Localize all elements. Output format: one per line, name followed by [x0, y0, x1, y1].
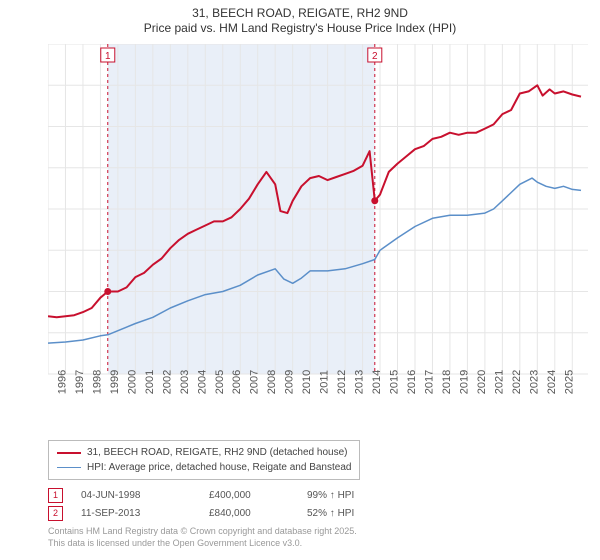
chart-area: £0£200K£400K£600K£800K£1M£1.2M£1.4M£1.6M…	[48, 44, 588, 404]
svg-text:2017: 2017	[423, 370, 435, 394]
svg-text:1995: 1995	[48, 370, 51, 394]
svg-text:2019: 2019	[458, 370, 470, 394]
svg-text:2009: 2009	[284, 370, 296, 394]
sales-table: 1 04-JUN-1998 £400,000 99% ↑ HPI 2 11-SE…	[48, 486, 397, 522]
svg-text:1: 1	[105, 51, 111, 62]
footnote: Contains HM Land Registry data © Crown c…	[48, 526, 357, 549]
chart-container: 31, BEECH ROAD, REIGATE, RH2 9ND Price p…	[0, 0, 600, 560]
legend-item-hpi: HPI: Average price, detached house, Reig…	[57, 460, 351, 475]
sale-price-1: £400,000	[209, 490, 289, 501]
svg-text:2001: 2001	[144, 370, 156, 394]
sale-price-2: £840,000	[209, 508, 289, 519]
svg-text:2013: 2013	[354, 370, 366, 394]
footnote-line1: Contains HM Land Registry data © Crown c…	[48, 526, 357, 538]
svg-text:2002: 2002	[161, 370, 173, 394]
svg-text:1999: 1999	[109, 370, 121, 394]
svg-text:2008: 2008	[266, 370, 278, 394]
svg-text:2007: 2007	[249, 370, 261, 394]
svg-text:1998: 1998	[91, 370, 103, 394]
footnote-line2: This data is licensed under the Open Gov…	[48, 538, 357, 550]
svg-text:2018: 2018	[441, 370, 453, 394]
svg-text:2016: 2016	[406, 370, 418, 394]
svg-text:2021: 2021	[493, 370, 505, 394]
sale-row-1: 1 04-JUN-1998 £400,000 99% ↑ HPI	[48, 486, 397, 504]
svg-text:2015: 2015	[389, 370, 401, 394]
sale-marker-1: 1	[48, 488, 63, 503]
svg-text:2011: 2011	[319, 370, 331, 394]
svg-text:2000: 2000	[126, 370, 138, 394]
sale-marker-2: 2	[48, 506, 63, 521]
svg-text:2006: 2006	[231, 370, 243, 394]
svg-text:2022: 2022	[511, 370, 523, 394]
svg-text:2024: 2024	[546, 370, 558, 394]
legend-label-subject: 31, BEECH ROAD, REIGATE, RH2 9ND (detach…	[87, 445, 347, 460]
svg-text:2025: 2025	[563, 370, 575, 394]
legend: 31, BEECH ROAD, REIGATE, RH2 9ND (detach…	[48, 440, 360, 480]
legend-swatch-red	[57, 452, 81, 454]
legend-swatch-blue	[57, 467, 81, 468]
sale-pct-2: 52% ↑ HPI	[307, 508, 397, 519]
svg-text:2004: 2004	[196, 370, 208, 394]
legend-item-subject: 31, BEECH ROAD, REIGATE, RH2 9ND (detach…	[57, 445, 351, 460]
svg-text:2010: 2010	[301, 370, 313, 394]
svg-text:1996: 1996	[56, 370, 68, 394]
sale-date-1: 04-JUN-1998	[81, 490, 191, 501]
svg-text:2012: 2012	[336, 370, 348, 394]
sale-row-2: 2 11-SEP-2013 £840,000 52% ↑ HPI	[48, 504, 397, 522]
svg-text:2020: 2020	[476, 370, 488, 394]
title-block: 31, BEECH ROAD, REIGATE, RH2 9ND Price p…	[0, 0, 600, 36]
svg-text:2: 2	[372, 51, 378, 62]
title-subtitle: Price paid vs. HM Land Registry's House …	[0, 21, 600, 36]
svg-text:1997: 1997	[74, 370, 86, 394]
svg-text:2003: 2003	[179, 370, 191, 394]
svg-text:2005: 2005	[214, 370, 226, 394]
legend-label-hpi: HPI: Average price, detached house, Reig…	[87, 460, 351, 475]
svg-text:2023: 2023	[528, 370, 540, 394]
sale-pct-1: 99% ↑ HPI	[307, 490, 397, 501]
sale-date-2: 11-SEP-2013	[81, 508, 191, 519]
chart-svg: £0£200K£400K£600K£800K£1M£1.2M£1.4M£1.6M…	[48, 44, 588, 404]
svg-text:2014: 2014	[371, 370, 383, 394]
title-address: 31, BEECH ROAD, REIGATE, RH2 9ND	[0, 6, 600, 21]
